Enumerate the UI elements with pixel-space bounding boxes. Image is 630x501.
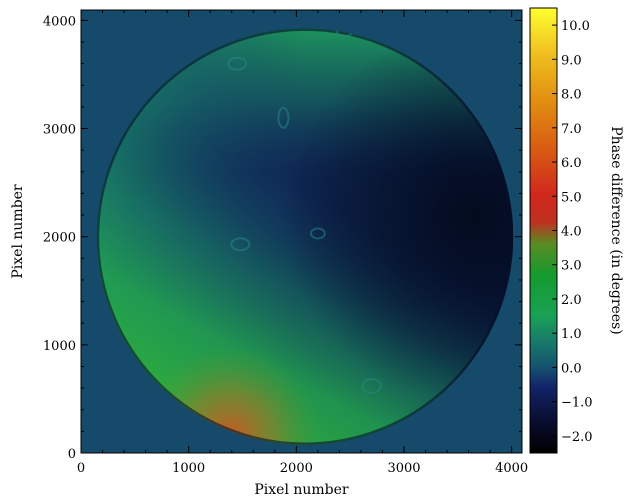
y-tick-label: 3000 [43,123,76,138]
colorbar-tick-label: 4.0 [561,225,582,240]
colorbar-tick-label: 7.0 [561,122,582,137]
x-tick-label: 0 [77,461,85,476]
y-tick-label: 1000 [43,339,76,354]
x-tick-label: 3000 [387,461,420,476]
y-tick-label: 2000 [43,231,76,246]
colorbar-tick-label: 3.0 [561,259,582,274]
y-axis-title: Pixel number [10,184,26,279]
colorbar-tick-label: 0.0 [561,361,582,376]
y-tick-label: 4000 [43,14,76,29]
disk-feature [230,237,251,252]
solar-disk [96,28,514,445]
x-tick-label: 1000 [172,461,205,476]
x-tick-label: 4000 [495,461,528,476]
colorbar-tick-label: 5.0 [561,190,582,205]
colorbar-tick-label: −1.0 [561,396,593,411]
colorbar-tick-label: 2.0 [561,293,582,308]
disk-limb [96,28,514,445]
x-axis-title: Pixel number [254,482,349,498]
x-tick-label: 2000 [280,461,313,476]
colorbar-tick-label: 9.0 [561,53,582,68]
disk-feature [277,106,290,129]
colorbar-tick-label: 10.0 [561,19,590,34]
colorbar-tick-label: 6.0 [561,156,582,171]
plot-frame [80,9,523,454]
y-axis-ticks: 0 1000 2000 3000 4000 [43,14,522,462]
disk-feature [361,377,382,394]
disk-feature [227,56,248,71]
disk-feature [309,227,326,240]
colorbar-title: Phase difference (in degrees) [608,126,624,334]
disk-features [96,28,514,445]
x-axis-ticks: 0 1000 2000 3000 4000 [77,10,528,476]
colorbar-tick-label: −2.0 [561,430,593,445]
colorbar-tick-label: 8.0 [561,88,582,103]
colorbar-tick-label: 1.0 [561,327,582,342]
y-tick-label: 0 [68,447,76,462]
disk-right-shadow [96,28,514,445]
colorbar-ticks: −2.0 −1.0 0.0 1.0 2.0 3.0 4.0 5.0 6.0 7.0 8.0 9.0 10… [552,19,593,445]
